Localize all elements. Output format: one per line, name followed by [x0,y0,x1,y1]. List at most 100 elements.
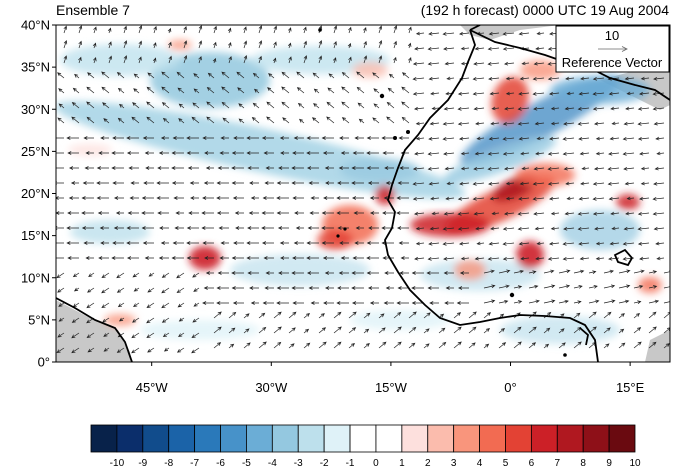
wind-arrow [183,25,187,34]
wind-arrow [117,87,125,94]
wind-arrow [202,301,214,305]
wind-arrow [423,312,431,319]
wind-arrow [603,269,614,274]
wind-arrow [654,166,665,171]
wind-arrow [101,302,110,309]
wind-arrow [131,332,140,339]
colorbar-label: -3 [294,458,303,469]
wind-arrow [233,136,244,140]
wind-arrow [533,212,545,216]
colorbar-label: 4 [477,458,483,469]
wind-arrow [130,181,139,185]
wind-arrow [162,332,170,338]
wind-arrow [633,341,642,349]
wind-arrow [396,196,409,200]
wind-arrow [291,181,304,185]
wind-arrow [532,197,545,201]
wind-arrow [558,284,571,289]
wind-arrow [98,151,109,155]
wind-arrow [147,347,155,353]
wind-arrow [603,299,616,304]
wind-arrow [453,326,462,334]
wind-arrow [88,272,95,277]
wind-arrow [363,342,370,349]
wind-arrow [352,151,364,155]
wind-arrow [573,341,582,349]
wind-arrow [318,40,323,49]
wind-arrow [291,271,304,275]
wind-arrow [216,211,229,215]
wind-arrow [216,196,229,200]
wind-arrow [100,136,109,140]
wind-arrow [93,26,97,34]
wind-arrow [324,286,334,290]
wind-arrow [186,226,199,230]
wind-arrow [528,299,540,304]
wind-arrow [393,341,402,349]
wind-arrow [213,25,217,34]
wind-arrow [533,61,545,66]
wind-arrow [547,182,560,186]
wind-arrow [354,136,364,140]
wind-arrow [550,211,560,216]
wind-arrow [288,327,296,334]
wind-arrow [444,61,455,66]
wind-arrow [566,91,575,96]
wind-arrow [213,326,222,334]
wind-arrow [321,136,334,140]
wind-arrow [56,272,65,279]
wind-arrow [483,269,495,274]
wind-arrow [56,181,64,185]
wind-arrow [548,136,560,141]
colorbar-swatch [427,424,455,453]
reference-vector-magnitude: 10 [605,28,619,43]
lon-tick-label: 30°W [255,380,288,395]
wind-arrow [58,103,65,109]
wind-arrow [288,27,292,34]
wind-arrow [147,72,155,79]
wind-arrow [103,347,110,352]
wind-arrow [201,226,214,230]
wind-arrow [366,151,379,155]
wind-arrow [67,256,79,260]
wind-arrow [71,347,80,354]
wind-arrow [157,211,169,215]
wind-arrow [102,102,110,109]
wind-arrow [408,26,412,34]
wind-arrow [71,101,80,109]
wind-arrow [442,227,455,231]
wind-arrow [326,101,335,109]
wind-arrow [177,302,185,308]
wind-arrow [473,211,485,216]
colorbar-swatch [297,424,325,453]
longitude-axis: 45°W 30°W 15°W 0° 15°E [136,362,645,395]
wind-arrow [663,286,670,289]
wind-arrow [414,106,425,111]
wind-arrow [231,256,244,260]
wind-arrow [428,136,440,141]
wind-arrow [288,56,292,64]
wind-arrow [188,211,199,215]
wind-arrow [505,181,515,186]
wind-arrow [292,196,304,200]
wind-arrow [152,57,157,64]
wind-arrow [228,343,235,349]
wind-arrow [655,136,665,141]
wind-arrow [204,151,214,155]
wind-arrow [157,166,169,170]
wind-arrow [326,116,335,124]
wind-arrow [163,347,170,352]
wind-arrow [321,226,334,230]
wind-arrow [489,91,500,96]
wind-arrow [528,342,537,349]
wind-arrow [112,136,124,140]
wind-arrow [193,287,200,292]
wind-arrow [603,284,616,289]
wind-arrow [505,76,515,81]
wind-arrow [63,40,68,49]
wind-arrow [547,77,560,81]
wind-arrow [280,256,289,260]
wind-arrow [249,181,259,185]
wind-arrow [533,166,545,171]
wind-arrow [381,136,394,140]
